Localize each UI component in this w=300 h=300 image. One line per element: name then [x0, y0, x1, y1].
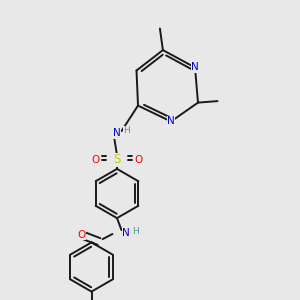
Text: O: O: [77, 230, 85, 240]
Text: N: N: [113, 128, 121, 139]
Text: H: H: [124, 126, 130, 135]
Text: N: N: [122, 227, 130, 238]
Text: N: N: [167, 116, 175, 127]
Text: H: H: [133, 227, 139, 236]
Text: N: N: [191, 62, 199, 73]
Text: O: O: [91, 154, 100, 165]
Text: O: O: [134, 154, 143, 165]
Text: S: S: [113, 153, 121, 166]
